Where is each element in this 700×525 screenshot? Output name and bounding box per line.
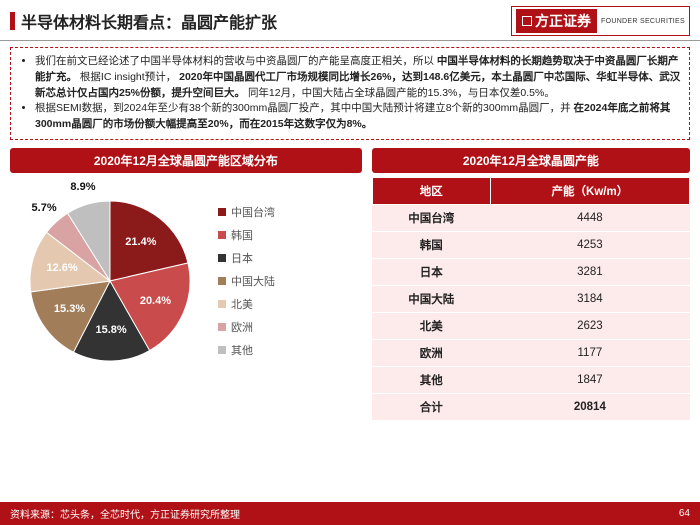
page-number: 64 — [679, 508, 690, 519]
capacity-table: 地区产能（Kw/m） 中国台湾4448韩国4253日本3281中国大陆3184北… — [372, 177, 690, 421]
footer-source: 资料来源：芯头条，全芯时代，方正证券研究所整理 — [10, 506, 240, 521]
title-accent-bar — [10, 12, 15, 30]
pie-area: 21.4% 20.4% 15.8% 15.3% 12.6% 5.7% 8.9% 中国台湾韩国… — [10, 177, 362, 381]
legend-swatch — [218, 208, 226, 216]
footer: 资料来源：芯头条，全芯时代，方正证券研究所整理 64 — [0, 502, 700, 525]
pie-slice-label: 20.4% — [140, 295, 171, 307]
table-cell: 其他 — [372, 366, 490, 393]
table-cell: 欧洲 — [372, 339, 490, 366]
pie-chart: 21.4% 20.4% 15.8% 15.3% 12.6% 5.7% 8.9% — [10, 181, 210, 381]
content-row: 2020年12月全球晶圆产能区域分布 21.4% 20.4% 15.8% 15.3% 1… — [0, 146, 700, 421]
bullet-text: 根据IC insight预计， — [80, 71, 176, 83]
pie-column: 2020年12月全球晶圆产能区域分布 21.4% 20.4% 15.8% 15.3% 1… — [10, 148, 362, 421]
table-cell: 合计 — [372, 393, 490, 420]
table-cell: 3281 — [490, 258, 689, 285]
legend-label: 欧洲 — [231, 319, 253, 335]
bullet-2: 根据SEMI数据，到2024年至少有38个新的300mm晶圆厂投产，其中中国大陆… — [35, 101, 681, 133]
pie-banner: 2020年12月全球晶圆产能区域分布 — [10, 148, 362, 173]
logo-text: 方正证券 — [535, 11, 591, 31]
table-row: 日本3281 — [372, 258, 689, 285]
table-cell: 2623 — [490, 312, 689, 339]
legend-label: 韩国 — [231, 227, 253, 243]
bullet-text: 根据SEMI数据，到2024年至少有38个新的300mm晶圆厂投产，其中中国大陆… — [35, 102, 571, 114]
pie-slice-label: 5.7% — [32, 202, 57, 214]
bullet-text: 同年12月，中国大陆占全球晶圆产能的15.3%，与日本仅差0.5%。 — [248, 87, 555, 99]
table-cell: 1177 — [490, 339, 689, 366]
table-cell: 20814 — [490, 393, 689, 420]
legend-label: 中国台湾 — [231, 204, 275, 220]
table-row: 韩国4253 — [372, 231, 689, 258]
table-cell: 中国大陆 — [372, 285, 490, 312]
table-column: 2020年12月全球晶圆产能 地区产能（Kw/m） 中国台湾4448韩国4253… — [372, 148, 690, 421]
title-wrap: 半导体材料长期看点：晶圆产能扩张 — [10, 9, 277, 33]
pie-slice-label: 12.6% — [46, 262, 77, 274]
pie-slice-label: 15.3% — [54, 303, 85, 315]
legend-label: 其他 — [231, 342, 253, 358]
brand-logo-sub: FOUNDER SECURITIES — [601, 18, 685, 25]
pie-slice-label: 8.9% — [70, 181, 95, 193]
legend-item: 韩国 — [218, 227, 275, 243]
table-cell: 1847 — [490, 366, 689, 393]
pie-legend: 中国台湾韩国日本中国大陆北美欧洲其他 — [218, 204, 275, 358]
table-row: 其他1847 — [372, 366, 689, 393]
legend-swatch — [218, 346, 226, 354]
table-cell: 北美 — [372, 312, 490, 339]
legend-item: 中国大陆 — [218, 273, 275, 289]
legend-swatch — [218, 254, 226, 262]
table-row: 欧洲1177 — [372, 339, 689, 366]
table-cell: 3184 — [490, 285, 689, 312]
table-header: 产能（Kw/m） — [490, 177, 689, 204]
bullet-text: 我们在前文已经论述了中国半导体材料的营收与中资晶圆厂的产能呈高度正相关，所以 — [35, 55, 434, 67]
legend-swatch — [218, 323, 226, 331]
table-row: 中国大陆3184 — [372, 285, 689, 312]
legend-swatch — [218, 231, 226, 239]
table-header: 地区 — [372, 177, 490, 204]
logo-square-icon — [522, 16, 532, 26]
table-cell: 日本 — [372, 258, 490, 285]
summary-box: 我们在前文已经论述了中国半导体材料的营收与中资晶圆厂的产能呈高度正相关，所以 中… — [10, 47, 690, 140]
table-cell: 4448 — [490, 204, 689, 231]
header: 半导体材料长期看点：晶圆产能扩张 方正证券 FOUNDER SECURITIES — [0, 0, 700, 41]
legend-label: 中国大陆 — [231, 273, 275, 289]
table-row: 中国台湾4448 — [372, 204, 689, 231]
table-cell: 4253 — [490, 231, 689, 258]
legend-item: 日本 — [218, 250, 275, 266]
brand-logo-main: 方正证券 — [516, 9, 597, 33]
legend-item: 北美 — [218, 296, 275, 312]
legend-swatch — [218, 300, 226, 308]
legend-item: 欧洲 — [218, 319, 275, 335]
pie-slice-label: 15.8% — [95, 324, 126, 336]
table-row: 北美2623 — [372, 312, 689, 339]
table-banner: 2020年12月全球晶圆产能 — [372, 148, 690, 173]
legend-item: 其他 — [218, 342, 275, 358]
table-row: 合计20814 — [372, 393, 689, 420]
legend-label: 北美 — [231, 296, 253, 312]
brand-logo: 方正证券 FOUNDER SECURITIES — [511, 6, 690, 36]
table-cell: 中国台湾 — [372, 204, 490, 231]
table-cell: 韩国 — [372, 231, 490, 258]
pie-slice-label: 21.4% — [125, 236, 156, 248]
legend-item: 中国台湾 — [218, 204, 275, 220]
legend-swatch — [218, 277, 226, 285]
page-title: 半导体材料长期看点：晶圆产能扩张 — [21, 9, 277, 33]
bullet-1: 我们在前文已经论述了中国半导体材料的营收与中资晶圆厂的产能呈高度正相关，所以 中… — [35, 54, 681, 101]
legend-label: 日本 — [231, 250, 253, 266]
